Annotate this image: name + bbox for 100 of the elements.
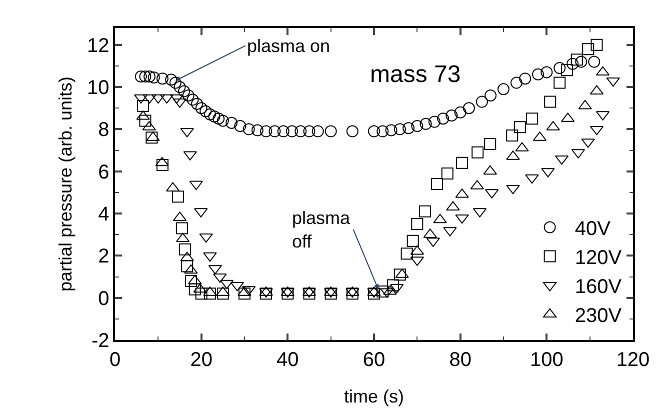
x-tick-label: 120: [616, 348, 650, 371]
point: [544, 96, 556, 108]
y-tick-label: 6: [98, 161, 110, 184]
point: [368, 125, 380, 138]
annotation: plasma on: [247, 36, 330, 56]
point: [406, 234, 419, 247]
point: [588, 56, 600, 68]
point: [286, 125, 298, 138]
point: [195, 102, 208, 114]
point: [418, 205, 431, 218]
x-tick-label: 100: [530, 348, 564, 371]
point: [454, 106, 466, 118]
point: [411, 120, 424, 132]
point: [148, 72, 160, 84]
point: [216, 288, 229, 300]
point: [191, 98, 204, 110]
point: [268, 125, 281, 138]
point: [380, 288, 394, 298]
point: [204, 108, 216, 120]
point: [186, 94, 199, 106]
point: [184, 274, 197, 287]
point: [199, 233, 213, 243]
point: [566, 58, 579, 70]
point: [242, 123, 255, 136]
point: [385, 124, 398, 136]
point: [277, 125, 290, 138]
point: [575, 56, 588, 68]
y-tick-label: -2: [91, 330, 110, 352]
point: [394, 123, 406, 136]
point: [203, 252, 217, 262]
point: [260, 125, 272, 138]
y-tick-label: 2: [98, 246, 110, 268]
point: [437, 112, 450, 125]
point: [208, 110, 220, 123]
point: [428, 116, 440, 128]
point: [188, 283, 201, 296]
point: [526, 112, 538, 125]
point: [195, 288, 208, 300]
point: [165, 74, 178, 86]
x-tick-label: 60: [362, 348, 386, 371]
point: [540, 66, 553, 78]
point: [134, 70, 147, 82]
point: [181, 260, 194, 272]
y-tick-label: 8: [98, 119, 110, 142]
y-tick-label: 12: [87, 34, 110, 57]
point: [176, 222, 188, 234]
point: [554, 62, 566, 74]
point: [303, 125, 316, 138]
legend-label: 160V: [574, 276, 622, 298]
point: [174, 81, 186, 94]
point: [446, 109, 458, 122]
point: [402, 122, 415, 134]
point: [476, 96, 488, 108]
point: [156, 72, 168, 85]
y-tick-label: 10: [87, 77, 110, 100]
point: [514, 121, 526, 134]
point: [234, 120, 246, 132]
point: [142, 94, 156, 104]
y-axis-title: partial pressure (arb. units): [56, 76, 76, 292]
y-tick-label: 4: [98, 204, 110, 226]
annotation: plasma off: [292, 208, 352, 252]
point: [226, 116, 238, 129]
point: [498, 83, 510, 96]
point: [139, 114, 152, 127]
point: [462, 102, 475, 114]
point: [394, 268, 406, 281]
point: [456, 156, 468, 169]
point: [146, 132, 158, 144]
point: [532, 68, 544, 80]
point: [519, 72, 532, 85]
point: [376, 125, 389, 138]
point: [346, 125, 358, 138]
point: [386, 279, 399, 292]
x-tick-label: 80: [449, 348, 472, 371]
point: [216, 114, 229, 127]
point: [169, 76, 182, 89]
legend-label: 120V: [574, 247, 622, 270]
point: [560, 64, 573, 76]
point: [570, 54, 583, 66]
point: [606, 77, 620, 87]
point: [506, 184, 520, 194]
point: [182, 89, 194, 102]
point: [172, 190, 184, 203]
point: [144, 70, 156, 82]
legend-label: 40V: [574, 218, 612, 240]
point: [431, 178, 444, 190]
point: [204, 288, 216, 300]
x-axis-title: time (s): [344, 386, 404, 406]
point: [178, 85, 190, 98]
point: [376, 286, 389, 298]
point: [525, 174, 539, 184]
point: [178, 243, 191, 256]
point: [200, 105, 212, 118]
point: [139, 70, 152, 82]
point: [506, 130, 518, 142]
x-tick-label: 20: [190, 348, 212, 371]
legend-label: 230V: [574, 305, 622, 328]
point: [312, 125, 324, 138]
point: [238, 288, 250, 300]
point: [420, 118, 432, 130]
